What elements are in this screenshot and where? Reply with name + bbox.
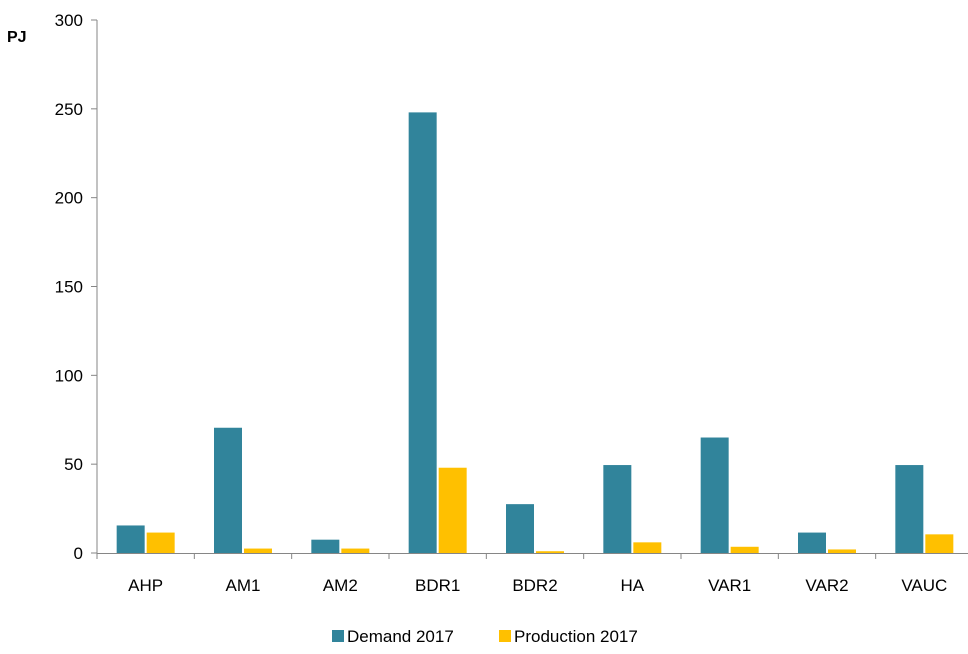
y-tick-label-50: 50 [64, 455, 83, 474]
x-tick-label-bdr1: BDR1 [415, 576, 460, 595]
y-axis-label: PJ [7, 29, 27, 46]
y-tick-label-200: 200 [55, 189, 83, 208]
bar-production-2017-var1 [730, 546, 759, 553]
bar-production-2017-ha [633, 542, 662, 553]
legend-swatch-production-2017 [499, 630, 511, 642]
bar-demand-2017-am2 [311, 539, 340, 553]
bar-production-2017-vauc [925, 534, 954, 553]
x-tick-label-vauc: VAUC [901, 576, 947, 595]
bar-demand-2017-ahp [116, 525, 145, 553]
x-tick-label-ahp: AHP [128, 576, 163, 595]
x-axis-ticks: AHP AM1 AM2 BDR1 BDR2 HA VAR1 VAR2 VAUC [96, 553, 947, 595]
bar-demand-2017-ha [603, 465, 632, 553]
x-tick-label-am1: AM1 [226, 576, 261, 595]
x-tick-label-bdr2: BDR2 [512, 576, 557, 595]
bar-production-2017-ahp [146, 532, 175, 553]
bar-production-2017-am1 [244, 548, 272, 553]
y-tick-label-250: 250 [55, 100, 83, 119]
bar-production-2017-var2 [828, 549, 856, 553]
bar-demand-2017-var1 [700, 437, 729, 553]
legend-swatch-demand-2017 [332, 630, 344, 642]
bar-demand-2017-bdr1 [408, 112, 437, 554]
y-axis-ticks: 0 50 100 150 200 250 300 [55, 11, 97, 563]
x-tick-label-am2: AM2 [323, 576, 358, 595]
y-tick-label-0: 0 [74, 544, 83, 563]
x-tick-label-var1: VAR1 [708, 576, 751, 595]
bar-production-2017-am2 [341, 548, 370, 553]
bar-demand-2017-bdr2 [506, 504, 534, 553]
legend: Demand 2017 Production 2017 [332, 627, 638, 646]
legend-label-production-2017: Production 2017 [514, 627, 638, 646]
x-tick-label-ha: HA [621, 576, 645, 595]
y-tick-label-300: 300 [55, 11, 83, 30]
y-tick-label-150: 150 [55, 278, 83, 297]
bar-production-2017-bdr2 [536, 551, 564, 553]
bar-production-2017-bdr1 [438, 467, 467, 553]
x-tick-label-var2: VAR2 [805, 576, 848, 595]
bar-demand-2017-var2 [798, 532, 826, 553]
bar-demand-2017-vauc [895, 465, 924, 553]
legend-label-demand-2017: Demand 2017 [347, 627, 454, 646]
bar-demand-2017-am1 [214, 427, 242, 553]
y-tick-label-100: 100 [55, 366, 83, 385]
bars-group [116, 112, 954, 554]
